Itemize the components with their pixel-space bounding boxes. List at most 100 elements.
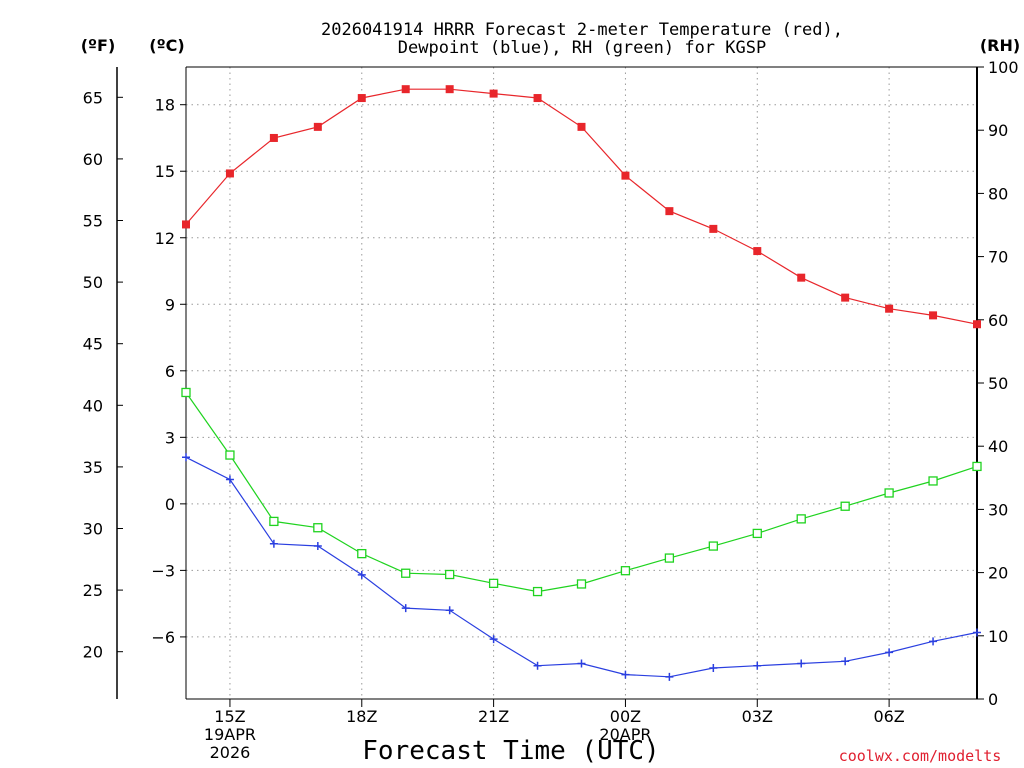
rh-point <box>620 566 631 576</box>
2-meter-temperature-point <box>313 122 322 131</box>
rh-point <box>928 476 938 486</box>
rh-tick-label: 70 <box>988 248 1008 267</box>
fahrenheit-tick-label: 50 <box>83 273 103 292</box>
dewpoint-point <box>885 648 894 657</box>
rh-tick-label: 0 <box>988 690 998 709</box>
dewpoint-point <box>357 570 366 579</box>
2-meter-temperature-point <box>445 85 454 94</box>
rh-point <box>752 528 762 539</box>
celsius-tick-label: 18 <box>155 96 175 115</box>
dewpoint-point <box>973 628 981 637</box>
chart-title-line2: Dewpoint (blue), RH (green) for KGSP <box>398 38 766 58</box>
2-meter-temperature-point <box>489 89 498 98</box>
2-meter-temperature-point <box>753 247 762 256</box>
rh-tick-label: 90 <box>988 121 1008 140</box>
x-axis-title: Forecast Time (UTC) <box>362 736 659 766</box>
credit-link[interactable]: coolwx.com/modelts <box>839 747 1002 765</box>
2-meter-temperature-point <box>797 273 806 282</box>
celsius-tick-label: 15 <box>155 162 175 181</box>
rh-tick-label: 100 <box>988 58 1019 77</box>
fahrenheit-tick-label: 45 <box>83 335 103 354</box>
dewpoint-point <box>182 453 190 462</box>
rh-point <box>445 569 455 580</box>
rh-point <box>313 523 323 533</box>
dewpoint-point <box>929 637 938 646</box>
fahrenheit-tick-label: 65 <box>83 88 103 107</box>
x-tick-label: 18Z <box>346 707 377 726</box>
fahrenheit-tick-label: 35 <box>83 458 103 477</box>
rh-point <box>401 568 411 578</box>
dewpoint-point <box>621 670 630 679</box>
x-tick-label: 20APR <box>599 725 651 744</box>
fahrenheit-tick-label: 20 <box>83 643 103 662</box>
fahrenheit-tick-label: 25 <box>83 581 103 600</box>
2-meter-temperature-point <box>533 94 542 103</box>
celsius-tick-label: −6 <box>151 628 175 647</box>
rh-tick-label: 60 <box>988 311 1008 330</box>
celsius-tick-label: 9 <box>165 295 175 314</box>
rh-tick-label: 80 <box>988 184 1008 203</box>
dewpoint-point <box>313 541 322 550</box>
celsius-tick-label: 0 <box>165 495 175 514</box>
rh-point <box>532 586 543 597</box>
rh-point <box>972 461 982 472</box>
x-tick-label: 03Z <box>742 707 773 726</box>
2-meter-temperature-point <box>665 207 674 216</box>
fahrenheit-unit-label: (ºF) <box>81 36 116 55</box>
fahrenheit-tick-label: 40 <box>83 396 103 415</box>
rh-point <box>796 514 806 524</box>
celsius-tick-label: 3 <box>165 428 175 447</box>
x-tick-label: 06Z <box>873 707 904 726</box>
2-meter-temperature-point <box>929 311 938 320</box>
rh-point <box>840 501 850 511</box>
2-meter-temperature-point <box>401 85 410 94</box>
axes <box>116 66 984 707</box>
2-meter-temperature-point <box>357 94 366 103</box>
gridlines <box>186 67 977 699</box>
2-meter-temperature-point <box>841 293 850 302</box>
x-tick-label: 19APR <box>204 725 256 744</box>
2-meter-temperature-point <box>621 171 630 180</box>
x-tick-label: 00Z <box>610 707 641 726</box>
data-series <box>181 85 982 681</box>
rh-point <box>664 553 675 563</box>
dewpoint-line <box>185 456 978 678</box>
dewpoint-point <box>269 539 278 548</box>
rh-tick-label: 30 <box>988 500 1008 519</box>
x-tick-label: 2026 <box>210 743 251 762</box>
2-meter-temperature-point <box>182 220 190 229</box>
dewpoint-point <box>489 635 498 644</box>
rh-point <box>884 488 894 498</box>
rh-point <box>357 548 367 559</box>
rh-point <box>576 579 587 589</box>
2-meter-temperature-point <box>709 224 718 233</box>
x-tick-label: 21Z <box>478 707 509 726</box>
2-meter-temperature-point <box>885 304 894 313</box>
fahrenheit-tick-label: 60 <box>83 150 103 169</box>
rh-point <box>269 516 279 527</box>
dewpoint-point <box>225 475 234 484</box>
dewpoint-point <box>401 604 410 613</box>
dewpoint-point <box>445 606 454 615</box>
celsius-tick-label: 6 <box>165 362 175 381</box>
rh-tick-label: 50 <box>988 374 1008 393</box>
rh-tick-label: 10 <box>988 627 1008 646</box>
x-tick-label: 15Z <box>214 707 245 726</box>
fahrenheit-tick-label: 30 <box>83 519 103 538</box>
rh-point <box>488 578 499 588</box>
dewpoint-point <box>533 661 542 670</box>
2-meter-temperature-point <box>973 320 981 329</box>
dewpoint-point <box>841 657 850 666</box>
rh-point <box>181 387 191 398</box>
dewpoint-point <box>709 663 718 672</box>
rh-line <box>185 392 978 593</box>
fahrenheit-tick-label: 55 <box>83 212 103 231</box>
rh-point <box>708 541 718 551</box>
dewpoint-point <box>577 659 586 668</box>
dewpoint-point <box>797 659 806 668</box>
2-meter-temperature-point <box>577 122 586 131</box>
rh-tick-label: 40 <box>988 437 1008 456</box>
2-meter-temperature-point <box>225 169 234 178</box>
celsius-tick-label: 12 <box>155 229 175 248</box>
dewpoint-point <box>665 672 674 681</box>
